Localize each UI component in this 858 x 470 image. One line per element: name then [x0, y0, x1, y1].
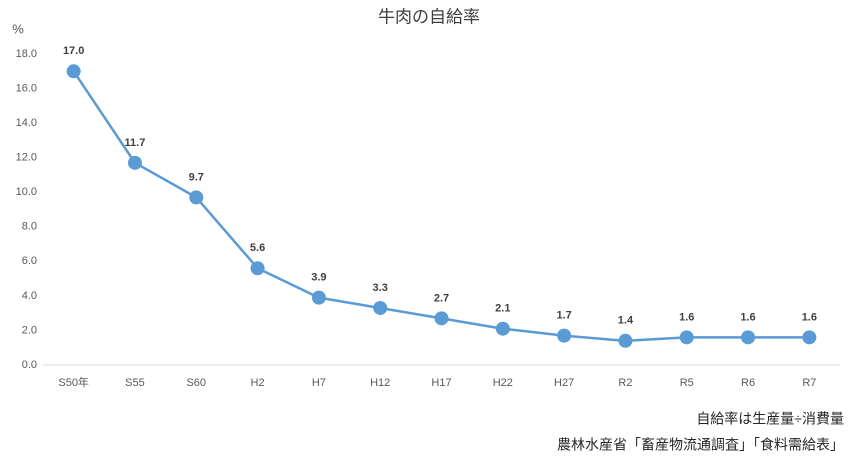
y-tick-label: 14.0	[16, 117, 37, 129]
data-label: 3.9	[311, 272, 326, 284]
data-label: 1.6	[802, 311, 817, 323]
y-tick-label: 16.0	[16, 82, 37, 94]
x-tick-label: S50年	[58, 375, 89, 389]
data-label: 17.0	[63, 45, 84, 57]
marker	[495, 321, 510, 336]
source: 農林水産省「畜産物流通調査」「食料需給表」	[557, 437, 844, 453]
marker	[802, 330, 817, 345]
marker	[618, 333, 633, 348]
y-tick-label: 12.0	[16, 152, 37, 164]
marker	[373, 300, 388, 315]
y-tick-label: 0.0	[22, 359, 37, 371]
marker	[311, 290, 326, 305]
data-label: 9.7	[189, 171, 204, 183]
y-tick-label: 10.0	[16, 186, 37, 198]
x-tick-label: S55	[125, 377, 145, 389]
y-tick-label: 18.0	[16, 48, 37, 60]
data-label: 2.1	[495, 303, 510, 315]
x-tick-label: H7	[312, 377, 326, 389]
data-label: 3.3	[373, 282, 388, 294]
marker	[66, 64, 81, 79]
x-tick-label: R7	[802, 377, 816, 389]
x-tick-label: H17	[431, 377, 451, 389]
marker	[434, 311, 449, 326]
data-label: 1.6	[740, 311, 755, 323]
x-tick-label: H22	[493, 377, 513, 389]
data-label: 11.7	[125, 137, 146, 149]
x-tick-label: R2	[618, 377, 632, 389]
marker	[189, 190, 204, 205]
data-label: 5.6	[250, 242, 265, 254]
y-tick-label: 4.0	[22, 290, 37, 302]
y-axis-label: %	[12, 21, 24, 36]
marker	[127, 155, 142, 170]
y-tick-label: 8.0	[22, 221, 37, 233]
data-label: 1.7	[556, 310, 571, 322]
data-label: 1.6	[679, 311, 694, 323]
x-tick-label: H2	[251, 377, 265, 389]
y-tick-label: 2.0	[22, 324, 37, 336]
x-tick-label: R6	[741, 377, 755, 389]
marker	[250, 261, 265, 276]
x-tick-label: S60	[186, 377, 206, 389]
x-tick-label: R5	[680, 377, 694, 389]
marker	[741, 330, 756, 345]
data-label: 2.7	[434, 292, 449, 304]
x-tick-label: H12	[370, 377, 390, 389]
chart-title: 牛肉の自給率	[378, 7, 480, 26]
y-tick-label: 6.0	[22, 255, 37, 267]
x-tick-label: H27	[554, 377, 574, 389]
marker	[679, 330, 694, 345]
note: 自給率は生産量÷消費量	[696, 411, 844, 427]
data-label: 1.4	[618, 315, 634, 327]
marker	[557, 328, 572, 343]
